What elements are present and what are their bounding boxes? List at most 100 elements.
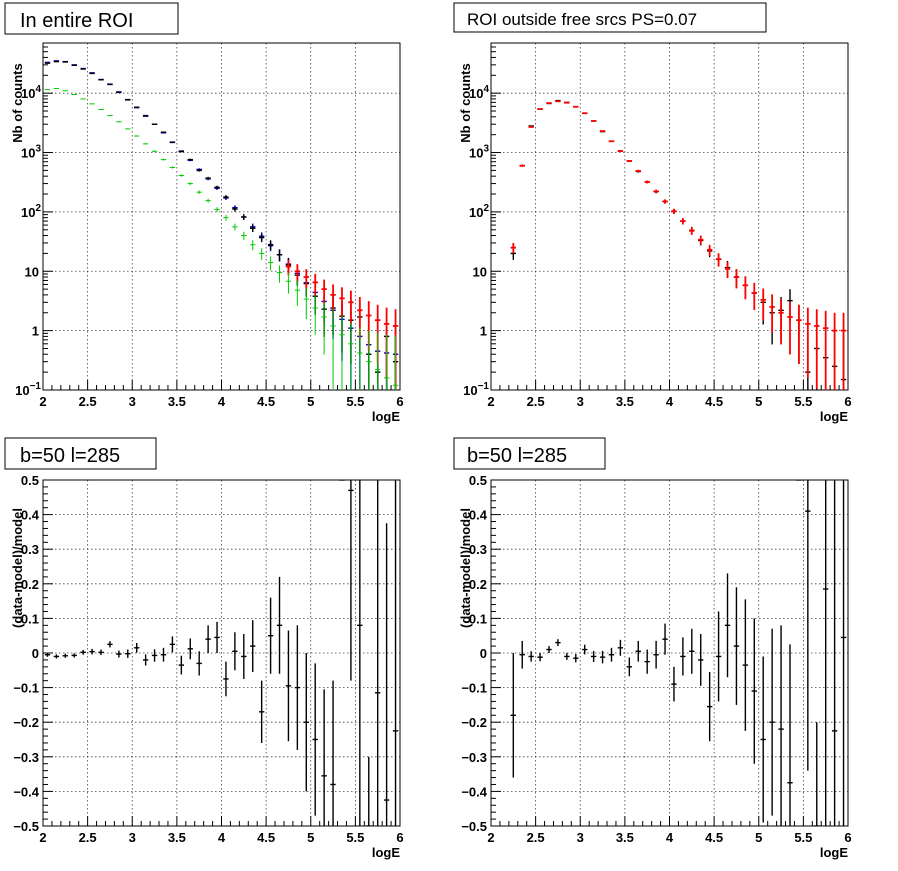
data-point xyxy=(590,650,597,662)
data-point xyxy=(573,105,579,108)
y-tick-label: −0.2 xyxy=(13,715,39,730)
data-point xyxy=(375,480,381,826)
data-point xyxy=(223,661,229,697)
data-point xyxy=(698,235,704,245)
data-point xyxy=(814,309,820,389)
series-0 xyxy=(44,60,399,390)
data-point xyxy=(599,650,606,664)
data-point xyxy=(510,242,516,254)
data-layer xyxy=(510,99,847,390)
x-tick-label: 4.5 xyxy=(257,394,275,409)
data-point xyxy=(519,164,525,167)
data-point xyxy=(151,150,158,153)
data-point xyxy=(330,309,336,389)
title-box xyxy=(453,2,767,33)
data-point xyxy=(778,625,784,826)
data-point xyxy=(205,198,211,203)
data-point xyxy=(599,130,606,132)
data-point xyxy=(160,647,167,662)
data-point xyxy=(751,618,757,764)
x-axis-title: logE xyxy=(820,409,848,424)
x-tick-label: 6 xyxy=(396,394,403,409)
data-point xyxy=(232,632,238,671)
data-point xyxy=(241,633,247,679)
x-axis-title: logE xyxy=(372,845,400,860)
y-tick-label: 103 xyxy=(469,144,489,161)
data-point xyxy=(662,199,668,204)
data-point xyxy=(294,280,301,306)
data-point xyxy=(223,195,229,200)
data-point xyxy=(125,128,131,130)
data-point xyxy=(715,611,722,702)
data-point xyxy=(116,121,122,123)
data-point xyxy=(116,91,122,94)
data-point xyxy=(635,169,641,173)
x-tick-label: 2.5 xyxy=(527,394,545,409)
data-point xyxy=(787,644,793,826)
x-tick-label: 6 xyxy=(396,830,403,845)
data-point xyxy=(312,295,318,335)
chart-pad-top-left: 2 2.5 3 3.5 4 4.5 5 5.5 6 10−1 1 10 102 103 104 logE Nb … xyxy=(4,2,404,424)
data-point xyxy=(366,756,372,826)
x-tick-label: 3 xyxy=(577,394,584,409)
data-point xyxy=(724,262,731,279)
data-point xyxy=(267,256,274,271)
data-point xyxy=(250,224,256,233)
data-point xyxy=(831,480,838,826)
data-point xyxy=(321,279,327,305)
data-point xyxy=(383,334,390,390)
data-point xyxy=(250,620,256,673)
data-point xyxy=(321,689,327,826)
y-tick-label: 0 xyxy=(32,646,39,661)
x-axis-title: logE xyxy=(372,409,400,424)
x-tick-label: 2.5 xyxy=(79,830,97,845)
chart-title: b=50 l=285 xyxy=(467,445,567,467)
y-tick-label: 103 xyxy=(21,144,41,161)
data-point xyxy=(582,644,588,655)
data-point xyxy=(44,652,51,657)
data-point xyxy=(733,269,740,289)
y-tick-label: −0.4 xyxy=(13,784,39,799)
data-point xyxy=(742,599,749,731)
data-point xyxy=(258,680,265,743)
chart-pad-bottom-left: 2 2.5 3 3.5 4 4.5 5 5.5 6 −0.5 −0.4 −0.3 −0.2 −0.1 0 0.… xyxy=(4,437,404,860)
series-1 xyxy=(510,100,847,390)
x-tick-label: 6 xyxy=(844,830,851,845)
data-point xyxy=(537,653,543,662)
data-point xyxy=(348,290,354,325)
x-tick-label: 5 xyxy=(755,394,762,409)
data-point xyxy=(196,190,202,194)
data-point xyxy=(160,158,167,161)
data-point xyxy=(303,653,309,792)
data-point xyxy=(742,276,749,300)
data-point xyxy=(823,480,829,826)
data-point xyxy=(53,654,60,659)
x-tick-label: 5.5 xyxy=(794,830,812,845)
data-point xyxy=(840,480,847,826)
data-point xyxy=(644,649,650,674)
data-point xyxy=(778,298,784,345)
series-0 xyxy=(510,99,847,390)
y-tick-label: 0.3 xyxy=(21,542,39,557)
data-point xyxy=(644,180,650,184)
data-point xyxy=(142,143,149,145)
data-layer xyxy=(44,60,399,390)
data-point xyxy=(339,287,345,319)
data-point xyxy=(151,649,158,662)
data-point xyxy=(134,642,140,653)
data-point xyxy=(339,315,345,390)
data-point xyxy=(357,327,363,390)
y-tick-label: −0.1 xyxy=(13,681,39,696)
y-tick-label: 0.4 xyxy=(469,508,488,523)
x-tick-label: 3.5 xyxy=(168,394,186,409)
data-point xyxy=(787,302,793,355)
y-tick-label: −0.3 xyxy=(461,750,487,765)
data-point xyxy=(223,214,229,221)
title-box xyxy=(453,437,606,470)
data-point xyxy=(760,656,766,823)
data-point xyxy=(214,207,220,213)
data-point xyxy=(555,639,561,647)
data-point xyxy=(71,93,77,95)
x-axis-title: logE xyxy=(820,845,848,860)
